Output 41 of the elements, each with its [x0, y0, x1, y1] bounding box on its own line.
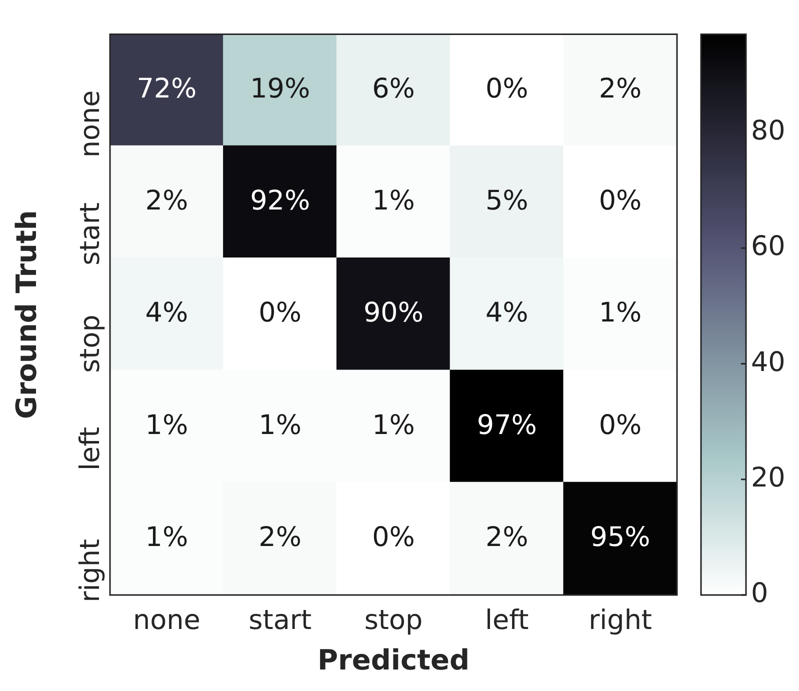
data-label: 92%	[250, 185, 310, 216]
data-label: 1%	[258, 410, 302, 441]
y-tick-label: start	[75, 202, 106, 266]
y-axis-title: Ground Truth	[10, 210, 44, 419]
data-label: 97%	[476, 410, 537, 441]
data-label: 1%	[145, 410, 188, 441]
data-label: 2%	[485, 522, 528, 553]
x-axis-title: Predicted	[318, 643, 470, 676]
color-bar-label: 80	[751, 116, 786, 146]
data-label: 4%	[145, 298, 188, 329]
data-label: 0%	[372, 522, 415, 553]
y-tick-label: stop	[75, 314, 106, 373]
data-label: 72%	[136, 73, 197, 104]
data-label: 0%	[598, 185, 642, 216]
data-label: 5%	[485, 185, 528, 216]
y-tick-label: none	[75, 90, 106, 158]
data-label: 1%	[372, 410, 415, 441]
x-tick-label: right	[588, 605, 652, 636]
data-label: 95%	[590, 522, 650, 553]
x-tick-label: left	[485, 605, 529, 636]
data-label: 6%	[372, 73, 415, 104]
data-label: 0%	[258, 298, 302, 329]
x-tick-label: stop	[364, 605, 423, 636]
data-label: 0%	[598, 410, 642, 441]
data-label: 4%	[485, 298, 528, 329]
x-tick-label: none	[133, 605, 200, 636]
data-label: 2%	[598, 73, 642, 104]
data-label: 1%	[598, 298, 642, 329]
y-tick-label: left	[75, 426, 106, 470]
x-tick-label: start	[248, 605, 312, 636]
data-label: 1%	[145, 522, 188, 553]
color-bar-label: 0	[751, 578, 768, 610]
data-label: 90%	[363, 298, 424, 329]
color-bar-label: 60	[751, 231, 786, 262]
data-label: 2%	[145, 185, 188, 216]
color-bar-label: 20	[751, 462, 786, 494]
data-label: 2%	[258, 522, 302, 553]
data-label: 1%	[372, 185, 415, 216]
data-label: 19%	[250, 73, 310, 104]
data-label: 0%	[485, 73, 528, 104]
color-bar-label: 40	[751, 346, 786, 378]
